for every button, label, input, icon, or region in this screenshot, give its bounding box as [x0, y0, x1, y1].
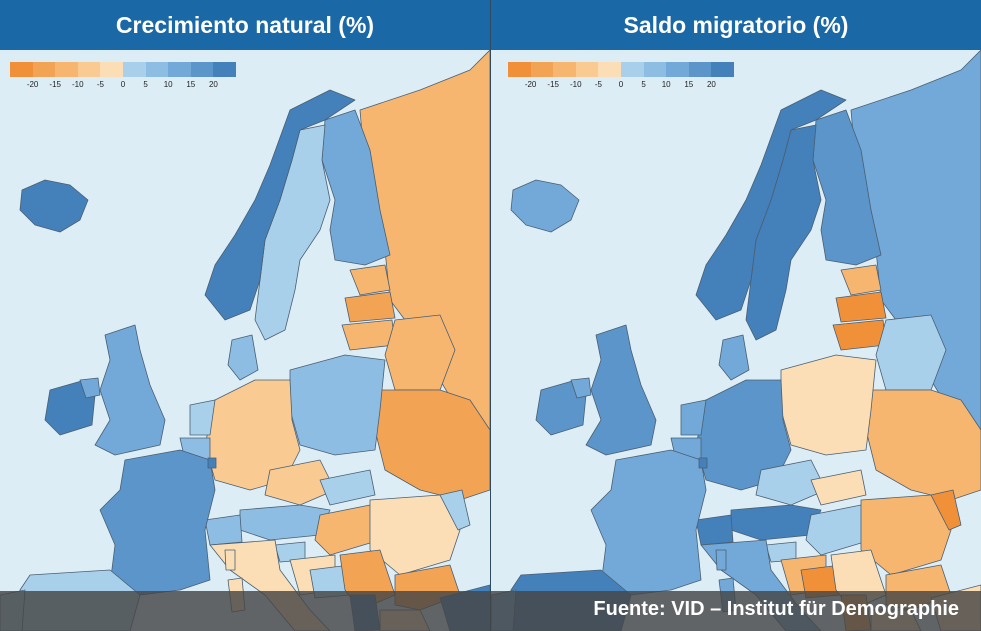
map-panel-natural-growth: Crecimiento natural (%) -20 -15 -10 -5 0…: [0, 0, 490, 631]
region-lithuania: [341, 319, 396, 351]
region-northern-ireland: [570, 377, 592, 399]
region-iceland: [510, 179, 580, 233]
europe-map-natural-growth: [0, 50, 490, 631]
legend-tick: 15: [186, 80, 196, 89]
region-estonia: [840, 264, 882, 296]
region-lithuania: [832, 319, 887, 351]
region-norway: [204, 89, 356, 321]
region-netherlands: [680, 399, 707, 436]
region-ukraine: [374, 389, 490, 501]
legend-tick: 20: [706, 80, 716, 89]
legend-swatch: [77, 62, 101, 77]
region-poland: [289, 354, 386, 456]
legend-tick: -10: [570, 80, 582, 89]
legend-tick: -20: [524, 80, 537, 89]
region-denmark: [718, 334, 750, 381]
legend-swatch: [508, 62, 531, 77]
legend-swatch: [553, 62, 576, 77]
legend-tick-labels: -20 -15 -10 -5 0 5 10 15 20: [10, 77, 236, 93]
source-footer-bar: [0, 591, 981, 631]
region-luxembourg: [207, 457, 217, 469]
region-ukraine: [865, 389, 981, 501]
region-luxembourg: [698, 457, 708, 469]
legend-swatch: [190, 62, 214, 77]
region-great-britain: [94, 324, 166, 456]
region-estonia: [349, 264, 391, 296]
region-moldova: [439, 489, 471, 531]
panel-title-net-migration: Saldo migratorio (%): [491, 0, 981, 50]
legend-swatch: [100, 62, 123, 77]
region-switzerland: [695, 514, 734, 546]
legend-swatch: [122, 62, 146, 77]
europe-map-net-migration: [491, 50, 981, 631]
legend-swatch: [620, 62, 644, 77]
region-hungary: [314, 504, 381, 556]
source-caption: Fuente: VID – Institut für Demographie: [593, 598, 959, 620]
region-belarus: [875, 314, 947, 391]
legend-swatch: [145, 62, 169, 77]
legend-swatch: [688, 62, 712, 77]
legend-tick-labels: -20 -15 -10 -5 0 5 10 15 20: [508, 77, 734, 93]
legend-swatch: [598, 62, 621, 77]
region-slovakia: [810, 469, 867, 506]
region-czechia: [264, 459, 336, 506]
region-denmark: [227, 334, 259, 381]
region-moldova: [930, 489, 962, 531]
legend-swatch: [32, 62, 56, 77]
region-netherlands: [189, 399, 216, 436]
region-czechia: [755, 459, 827, 506]
map-panel-net-migration: Saldo migratorio (%) -20 -15 -10 -5 0 5 …: [491, 0, 981, 631]
legend-tick: 10: [661, 80, 671, 89]
panel-title-natural-growth: Crecimiento natural (%): [0, 0, 490, 50]
region-latvia: [344, 291, 396, 323]
legend-swatch: [711, 62, 734, 77]
region-great-britain: [585, 324, 657, 456]
legend-swatch: [168, 62, 191, 77]
color-legend-natural-growth: -20 -15 -10 -5 0 5 10 15 20: [10, 62, 236, 94]
region-corsica: [224, 549, 236, 571]
legend-color-scale: [508, 62, 734, 77]
region-hungary: [805, 504, 872, 556]
region-iceland: [19, 179, 89, 233]
legend-tick: 5: [641, 80, 646, 89]
region-poland: [780, 354, 877, 456]
legend-tick: 5: [143, 80, 148, 89]
legend-tick: -15: [547, 80, 559, 89]
panel-divider: [490, 0, 491, 631]
legend-swatch: [55, 62, 78, 77]
legend-tick: -5: [96, 80, 104, 89]
legend-swatch: [575, 62, 599, 77]
color-legend-net-migration: -20 -15 -10 -5 0 5 10 15 20: [508, 62, 734, 94]
legend-tick: -15: [49, 80, 61, 89]
legend-tick: 0: [618, 80, 624, 89]
region-northern-ireland: [79, 377, 101, 399]
legend-swatch: [213, 62, 236, 77]
legend-tick: 20: [208, 80, 218, 89]
legend-color-scale: [10, 62, 236, 77]
legend-tick: -5: [594, 80, 602, 89]
legend-swatch: [643, 62, 667, 77]
region-belarus: [384, 314, 456, 391]
legend-tick: 15: [684, 80, 694, 89]
region-slovakia: [319, 469, 376, 506]
region-latvia: [835, 291, 887, 323]
legend-tick: 0: [120, 80, 126, 89]
region-finland: [321, 109, 391, 266]
region-finland: [812, 109, 882, 266]
region-switzerland: [204, 514, 243, 546]
region-corsica: [715, 549, 727, 571]
legend-tick: -10: [72, 80, 84, 89]
legend-tick: -20: [26, 80, 39, 89]
legend-swatch: [10, 62, 33, 77]
region-norway: [695, 89, 847, 321]
legend-swatch: [530, 62, 554, 77]
legend-swatch: [666, 62, 689, 77]
legend-tick: 10: [163, 80, 173, 89]
